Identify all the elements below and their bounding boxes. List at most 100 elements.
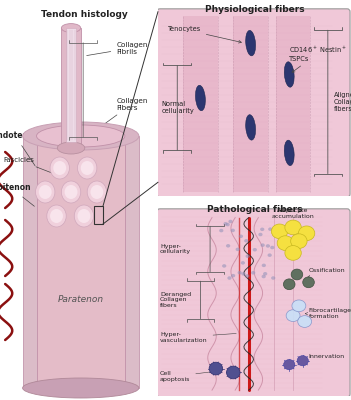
Ellipse shape: [271, 276, 276, 280]
Ellipse shape: [245, 274, 249, 278]
Ellipse shape: [261, 275, 266, 278]
Text: Adipocyte
accumulation: Adipocyte accumulation: [272, 208, 314, 232]
Ellipse shape: [266, 244, 270, 248]
Ellipse shape: [285, 220, 301, 235]
Ellipse shape: [81, 161, 94, 175]
Ellipse shape: [35, 181, 55, 203]
Ellipse shape: [262, 264, 266, 267]
FancyBboxPatch shape: [22, 136, 139, 388]
Ellipse shape: [22, 378, 139, 398]
Text: Physiological fibers: Physiological fibers: [205, 5, 304, 14]
Text: Tenocytes: Tenocytes: [168, 26, 241, 43]
Text: Collagen
Fibers: Collagen Fibers: [85, 98, 148, 138]
Ellipse shape: [284, 140, 294, 166]
FancyBboxPatch shape: [157, 209, 350, 397]
Ellipse shape: [209, 362, 223, 375]
Ellipse shape: [238, 271, 242, 274]
Ellipse shape: [298, 316, 312, 327]
Ellipse shape: [61, 24, 81, 32]
Ellipse shape: [227, 276, 232, 280]
Ellipse shape: [277, 236, 293, 250]
Ellipse shape: [78, 209, 91, 223]
Ellipse shape: [260, 243, 265, 247]
Ellipse shape: [297, 356, 308, 366]
Text: Paratenon: Paratenon: [58, 296, 104, 304]
Ellipse shape: [226, 366, 240, 379]
Text: Fibrocartilage
formation: Fibrocartilage formation: [305, 308, 351, 319]
Ellipse shape: [260, 228, 264, 231]
Ellipse shape: [292, 300, 306, 312]
Text: Pathological fibers: Pathological fibers: [207, 205, 302, 214]
Text: CD146$^+$ Nestin$^+$
TSPCs: CD146$^+$ Nestin$^+$ TSPCs: [289, 44, 347, 72]
Ellipse shape: [74, 205, 94, 227]
Ellipse shape: [61, 181, 81, 203]
Ellipse shape: [291, 234, 307, 248]
Ellipse shape: [271, 224, 288, 239]
Text: Hyper-
vascularization: Hyper- vascularization: [160, 332, 236, 342]
Text: Aligned
Collagen
fibers: Aligned Collagen fibers: [333, 92, 351, 112]
Ellipse shape: [241, 261, 245, 265]
Ellipse shape: [284, 279, 295, 290]
Ellipse shape: [303, 277, 314, 288]
Ellipse shape: [226, 223, 230, 226]
Ellipse shape: [50, 157, 69, 179]
FancyBboxPatch shape: [183, 16, 218, 192]
Ellipse shape: [246, 115, 256, 140]
Text: Epitenon: Epitenon: [0, 184, 34, 206]
Ellipse shape: [268, 227, 272, 231]
Ellipse shape: [226, 244, 230, 248]
Ellipse shape: [231, 274, 235, 278]
Text: Deranged
Collagen
fibers: Deranged Collagen fibers: [160, 292, 191, 308]
Bar: [94, 206, 102, 224]
Ellipse shape: [244, 239, 249, 242]
Text: Cell
apoptosis: Cell apoptosis: [160, 370, 218, 382]
Ellipse shape: [253, 248, 257, 252]
Ellipse shape: [222, 264, 226, 268]
Text: Hyper-
cellularity: Hyper- cellularity: [160, 244, 191, 254]
Ellipse shape: [78, 157, 97, 179]
Ellipse shape: [270, 246, 274, 249]
Ellipse shape: [65, 185, 78, 199]
Ellipse shape: [196, 85, 205, 111]
Text: Endotenon: Endotenon: [0, 132, 39, 166]
Ellipse shape: [236, 248, 240, 251]
FancyBboxPatch shape: [37, 136, 125, 386]
Ellipse shape: [251, 271, 255, 274]
Ellipse shape: [231, 229, 235, 232]
Text: Normal
cellularity: Normal cellularity: [162, 101, 194, 114]
Ellipse shape: [246, 254, 250, 258]
FancyBboxPatch shape: [66, 28, 76, 142]
Ellipse shape: [50, 209, 63, 223]
Ellipse shape: [284, 360, 295, 370]
Text: Fascicles: Fascicles: [3, 157, 57, 175]
FancyBboxPatch shape: [233, 16, 268, 192]
Ellipse shape: [263, 272, 267, 276]
Ellipse shape: [229, 220, 233, 223]
Ellipse shape: [39, 185, 52, 199]
Ellipse shape: [267, 253, 272, 257]
Text: Collagen
Fibrils: Collagen Fibrils: [87, 42, 148, 56]
Ellipse shape: [286, 310, 300, 322]
Ellipse shape: [241, 272, 246, 276]
Ellipse shape: [22, 122, 139, 150]
Ellipse shape: [53, 161, 66, 175]
Ellipse shape: [57, 142, 85, 154]
Ellipse shape: [224, 222, 228, 226]
Ellipse shape: [87, 181, 107, 203]
Ellipse shape: [285, 246, 301, 260]
Text: Ossification: Ossification: [308, 268, 345, 278]
FancyBboxPatch shape: [61, 28, 81, 148]
FancyBboxPatch shape: [276, 16, 311, 192]
Ellipse shape: [284, 62, 294, 87]
Ellipse shape: [298, 226, 315, 241]
Text: Tendon histology: Tendon histology: [41, 10, 127, 19]
Ellipse shape: [239, 234, 243, 238]
Ellipse shape: [37, 125, 125, 147]
Ellipse shape: [47, 205, 66, 227]
Ellipse shape: [219, 229, 223, 232]
Ellipse shape: [258, 233, 263, 236]
Ellipse shape: [246, 30, 256, 56]
Ellipse shape: [91, 185, 103, 199]
FancyBboxPatch shape: [157, 9, 350, 197]
Ellipse shape: [291, 269, 303, 280]
